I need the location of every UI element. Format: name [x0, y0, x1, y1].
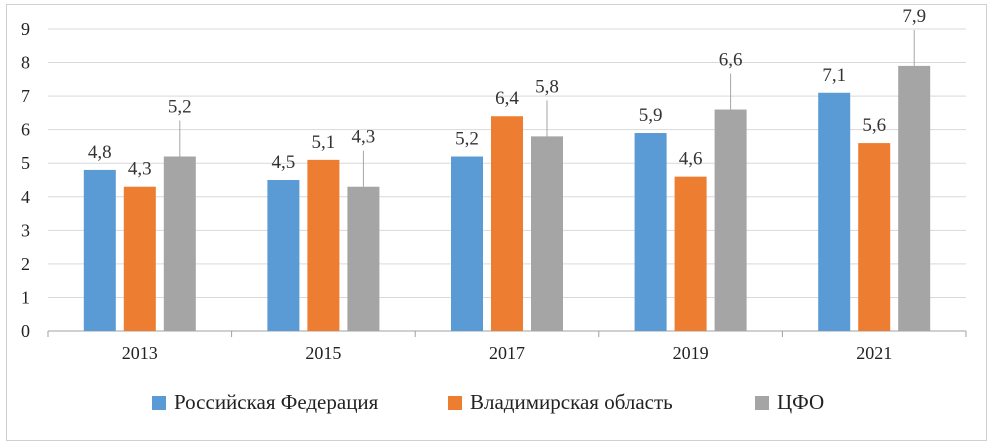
- bar: [451, 156, 483, 331]
- data-label: 5,8: [535, 76, 559, 97]
- data-label: 5,1: [312, 132, 336, 153]
- legend-label: Владимирская область: [470, 390, 673, 414]
- legend-swatch: [755, 396, 769, 410]
- bar: [491, 116, 523, 331]
- legend-label: ЦФО: [777, 390, 824, 414]
- data-label: 4,6: [679, 149, 703, 170]
- x-tick-label: 2019: [673, 343, 709, 363]
- y-tick-label: 3: [21, 220, 30, 240]
- bar: [634, 133, 667, 331]
- data-label: 4,5: [272, 152, 296, 173]
- y-tick-label: 6: [21, 120, 30, 140]
- data-label: 7,1: [822, 65, 846, 86]
- data-label: 5,9: [639, 105, 663, 126]
- bar: [267, 180, 300, 331]
- data-label: 7,9: [902, 6, 926, 27]
- x-tick-label: 2013: [122, 343, 158, 363]
- y-tick-label: 5: [21, 153, 30, 173]
- y-tick-label: 9: [21, 19, 30, 39]
- bar: [163, 156, 196, 331]
- legend-label: Российская Федерация: [174, 390, 379, 414]
- bar: [714, 109, 747, 332]
- data-label: 6,4: [495, 88, 519, 109]
- x-tick-label: 2017: [489, 343, 525, 363]
- y-tick-label: 0: [21, 321, 30, 341]
- legend-swatch: [448, 396, 462, 410]
- bar: [818, 92, 851, 331]
- bar: [123, 186, 156, 331]
- bar: [531, 136, 563, 331]
- data-label: 4,3: [128, 159, 152, 180]
- data-label: 5,2: [168, 97, 192, 118]
- y-tick-label: 2: [21, 254, 30, 274]
- bar: [858, 143, 891, 331]
- data-label: 6,6: [719, 50, 743, 71]
- bar: [347, 186, 380, 331]
- bar: [83, 169, 116, 331]
- data-label: 4,3: [352, 127, 376, 148]
- data-label: 5,2: [455, 129, 479, 150]
- y-tick-label: 7: [21, 86, 30, 106]
- y-tick-label: 4: [21, 187, 30, 207]
- data-label: 5,6: [862, 115, 886, 136]
- bar: [898, 65, 931, 332]
- y-tick-label: 8: [21, 53, 30, 73]
- legend-swatch: [152, 396, 166, 410]
- x-tick-label: 2021: [856, 343, 892, 363]
- bar: [307, 159, 340, 331]
- bar: [674, 176, 707, 331]
- data-label: 4,8: [88, 142, 112, 163]
- y-tick-label: 1: [21, 287, 30, 307]
- x-tick-label: 2015: [305, 343, 341, 363]
